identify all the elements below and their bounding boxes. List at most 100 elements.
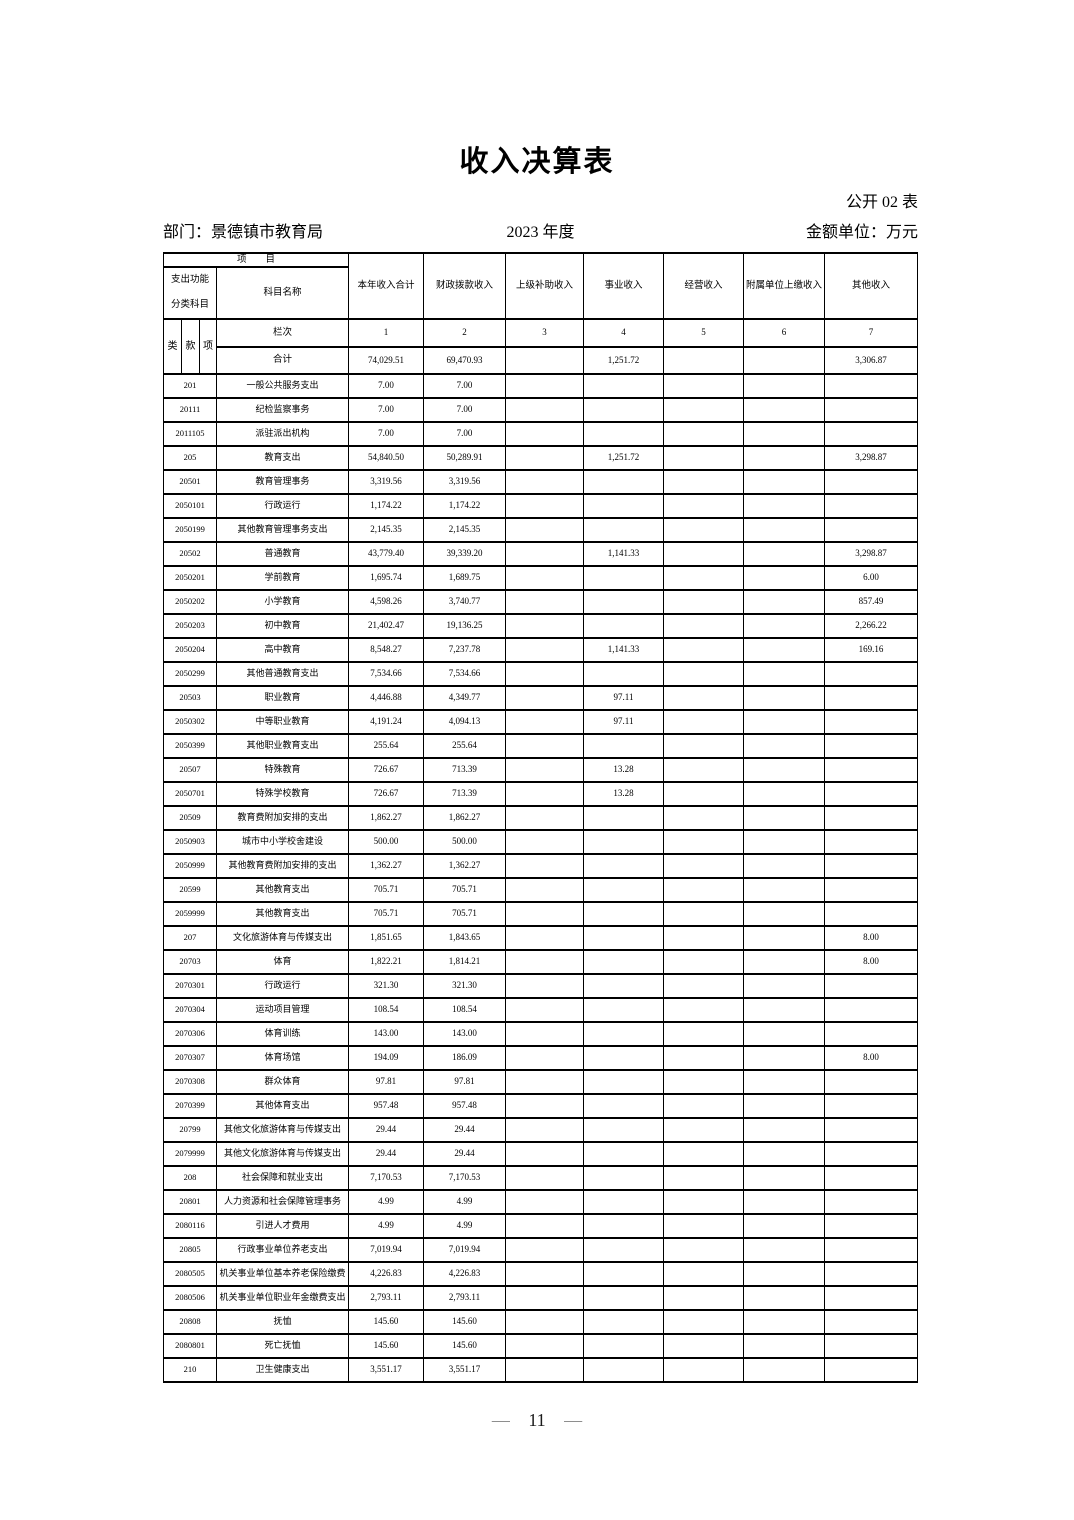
row-value [583, 949, 665, 975]
column-header-superior-subsidy: 上级补助收入 [505, 252, 585, 320]
row-name: 其他教育支出 [215, 901, 350, 927]
row-value: 3,740.77 [423, 589, 507, 615]
lanci-label: 栏次 [215, 318, 350, 348]
row-value [583, 829, 665, 855]
row-value [583, 469, 665, 495]
row-value: 13.28 [583, 757, 665, 783]
row-value [583, 1141, 665, 1167]
row-value [743, 901, 826, 927]
row-value [583, 1237, 665, 1263]
total-label: 合计 [215, 346, 350, 375]
row-value [583, 997, 665, 1023]
table-row: 208 社会保障和就业支出 7,170.53 7,170.53 [163, 1165, 919, 1191]
row-code: 2070304 [163, 997, 217, 1023]
row-name: 其他普通教育支出 [215, 661, 350, 687]
table-row: 2050201 学前教育 1,695.74 1,689.75 6.00 [163, 565, 919, 591]
row-value [824, 1189, 919, 1215]
total-value [505, 346, 585, 375]
row-value [583, 925, 665, 951]
row-code: 2050701 [163, 781, 217, 807]
page-footer: — 11 — [0, 1410, 1074, 1431]
row-value: 39,339.20 [423, 541, 507, 567]
row-value: 1,689.75 [423, 565, 507, 591]
row-value: 7,170.53 [348, 1165, 425, 1191]
row-value [663, 1021, 745, 1047]
row-value: 7.00 [348, 397, 425, 423]
row-code: 2050101 [163, 493, 217, 519]
row-value: 705.71 [423, 901, 507, 927]
row-value: 1,174.22 [423, 493, 507, 519]
row-value [583, 1069, 665, 1095]
column-header-subordinate-remittance: 附属单位上缴收入 [743, 252, 826, 320]
row-value [743, 1333, 826, 1359]
row-value [743, 445, 826, 471]
row-value [824, 1213, 919, 1239]
row-value: 1,695.74 [348, 565, 425, 591]
row-code: 2050201 [163, 565, 217, 591]
column-header-business-income: 经营收入 [663, 252, 745, 320]
row-value [583, 973, 665, 999]
row-value [663, 1309, 745, 1335]
row-value: 7,534.66 [348, 661, 425, 687]
row-value: 1,251.72 [583, 445, 665, 471]
column-number: 6 [743, 318, 826, 348]
table-row: 20502 普通教育 43,779.40 39,339.20 1,141.33 3,298… [163, 541, 919, 567]
row-value [505, 1333, 585, 1359]
row-code: 2050199 [163, 517, 217, 543]
row-value [583, 1285, 665, 1311]
row-name: 抚恤 [215, 1309, 350, 1335]
row-code: 20799 [163, 1117, 217, 1143]
row-code: 2011105 [163, 421, 217, 447]
row-value [505, 1165, 585, 1191]
row-value [824, 997, 919, 1023]
row-value [743, 757, 826, 783]
row-value [583, 613, 665, 639]
row-value [663, 1141, 745, 1167]
row-code: 2070301 [163, 973, 217, 999]
table-row: 20501 教育管理事务 3,319.56 3,319.56 [163, 469, 919, 495]
row-value: 4.99 [348, 1213, 425, 1239]
row-code: 20703 [163, 949, 217, 975]
row-value: 186.09 [423, 1045, 507, 1071]
row-value [663, 637, 745, 663]
row-value [505, 709, 585, 735]
column-header-annual-total: 本年收入合计 [348, 252, 425, 320]
row-name: 引进人才费用 [215, 1213, 350, 1239]
row-value [743, 1021, 826, 1047]
row-value [505, 733, 585, 759]
table-row: 2080505 机关事业单位基本养老保险缴费 4,226.83 4,226.83 [163, 1261, 919, 1287]
table-row: 2050204 高中教育 8,548.27 7,237.78 1,141.33 169.1… [163, 637, 919, 663]
row-value: 97.11 [583, 685, 665, 711]
row-value [743, 397, 826, 423]
row-value [505, 421, 585, 447]
row-value: 8.00 [824, 925, 919, 951]
row-value [505, 565, 585, 591]
row-value [743, 1093, 826, 1119]
row-value: 7,170.53 [423, 1165, 507, 1191]
row-value: 97.81 [348, 1069, 425, 1095]
row-name: 初中教育 [215, 613, 350, 639]
row-name: 体育场馆 [215, 1045, 350, 1071]
row-value: 705.71 [348, 901, 425, 927]
row-value [663, 565, 745, 591]
row-value [505, 757, 585, 783]
row-value [583, 373, 665, 399]
row-value [824, 373, 919, 399]
row-value [505, 589, 585, 615]
table-row: 20503 职业教育 4,446.88 4,349.77 97.11 [163, 685, 919, 711]
row-name: 一般公共服务支出 [215, 373, 350, 399]
table-row: 205 教育支出 54,840.50 50,289.91 1,251.72 3,298.8… [163, 445, 919, 471]
table-row: 2070307 体育场馆 194.09 186.09 8.00 [163, 1045, 919, 1071]
row-value: 13.28 [583, 781, 665, 807]
department-label: 部门：景德镇市教育局 [163, 224, 324, 241]
row-value [583, 565, 665, 591]
corner-project-label: 项 目 [162, 252, 350, 268]
total-value [663, 346, 745, 375]
row-code: 2059999 [163, 901, 217, 927]
row-name: 卫生健康支出 [215, 1357, 350, 1383]
row-value [743, 1237, 826, 1263]
row-value [663, 733, 745, 759]
row-name: 其他教育支出 [215, 877, 350, 903]
row-value: 957.48 [348, 1093, 425, 1119]
row-value [583, 1165, 665, 1191]
